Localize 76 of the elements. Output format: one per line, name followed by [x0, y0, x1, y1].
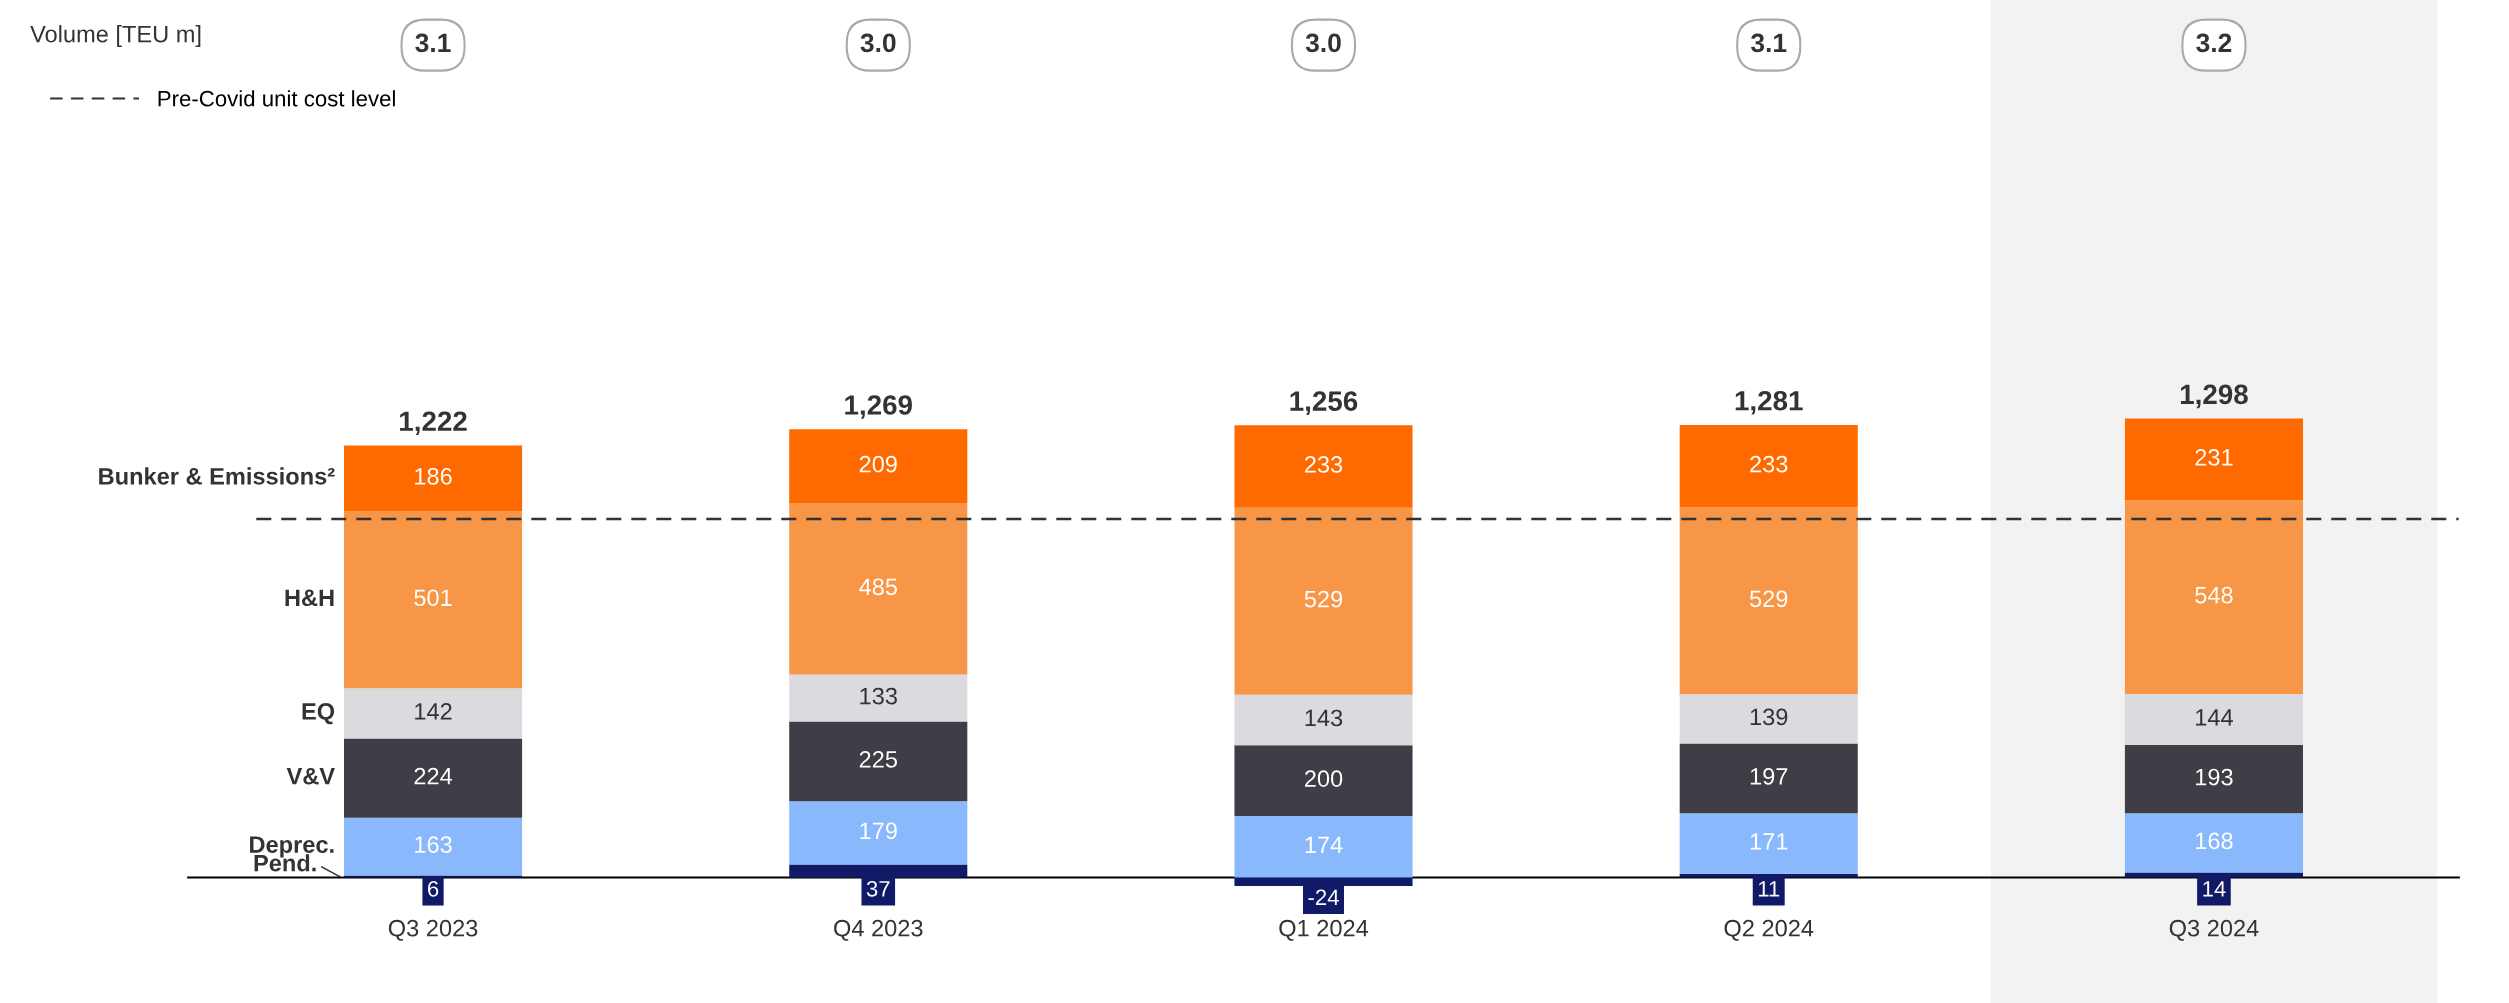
data-label: 231: [2195, 449, 2233, 466]
series-label: H&H: [285, 589, 334, 607]
data-label: 37: [866, 880, 890, 897]
bar: [789, 801, 968, 865]
bar: [2124, 694, 2303, 745]
bar: [1234, 816, 1413, 878]
data-label: 501: [414, 589, 452, 607]
data-label: 133: [860, 687, 897, 705]
total-label: 1,298: [2180, 384, 2248, 409]
data-label: 485: [859, 578, 897, 596]
total-label: 1,222: [400, 411, 467, 436]
data-label: 142: [415, 703, 452, 720]
legend-label: Pre-Covid unit cost level: [158, 90, 395, 107]
x-tick-label: Q4 2023: [834, 919, 923, 941]
data-label: 139: [1750, 708, 1788, 726]
data-label: 233: [1750, 455, 1788, 473]
data-label: 163: [415, 836, 452, 853]
bar: [789, 429, 968, 504]
bar: [344, 688, 523, 739]
data-label: 529: [1304, 590, 1343, 608]
total-label: 1,269: [845, 395, 912, 419]
data-label: 209: [859, 455, 897, 473]
bar: [1679, 813, 1858, 874]
bar: [2124, 418, 2303, 501]
data-label: 179: [860, 822, 897, 840]
data-label: 197: [1750, 767, 1788, 785]
data-label: 233: [1304, 456, 1343, 473]
x-tick-label: Q1 2024: [1279, 919, 1369, 941]
bar: [344, 738, 523, 818]
total-label: 1,256: [1290, 391, 1358, 415]
data-label: 168: [2196, 832, 2233, 850]
bar: [789, 503, 968, 675]
bar: [1679, 743, 1858, 814]
data-label: 14: [2203, 881, 2226, 897]
text: 3.0: [860, 33, 896, 53]
x-tick-label: Q3 2023: [388, 919, 478, 941]
series-label: V&V: [286, 767, 335, 785]
data-label: 171: [1750, 833, 1788, 850]
series-label: EQ: [302, 703, 335, 725]
bar: [1679, 424, 1858, 508]
x-tick-label: Q2 2024: [1724, 919, 1814, 941]
data-label: 548: [2195, 586, 2233, 604]
bar: [1234, 694, 1413, 746]
bar: [789, 721, 968, 802]
data-label: 11: [1758, 881, 1780, 897]
x-tick-label: Q3 2024: [2169, 919, 2259, 941]
bar: [344, 817, 523, 876]
data-label: 143: [1305, 709, 1343, 727]
data-label: 193: [2196, 768, 2233, 786]
bar: [2124, 813, 2303, 873]
text: 3.1: [415, 33, 451, 53]
data-label: -24: [1308, 889, 1339, 905]
data-label: 529: [1749, 590, 1788, 608]
total-label: 1,281: [1735, 390, 1803, 415]
bar: [1234, 745, 1413, 817]
bar: [1679, 694, 1858, 744]
bar: [2124, 744, 2303, 814]
data-label: 144: [2196, 709, 2233, 726]
bar: [344, 511, 523, 689]
bar: [789, 674, 968, 722]
text: 3.1: [1750, 33, 1787, 53]
data-label: 174: [1305, 836, 1343, 853]
data-label: 186: [415, 467, 452, 485]
text: 3.0: [1305, 33, 1341, 53]
data-label: 6: [428, 880, 439, 897]
text: 3.2: [2196, 33, 2232, 53]
data-label: 200: [1304, 770, 1343, 787]
bar: [1234, 507, 1413, 695]
data-label: 225: [859, 751, 897, 768]
series-label: Bunker & Emissions²: [99, 467, 335, 485]
bar: [1679, 507, 1858, 695]
bar: [344, 445, 523, 512]
bar: [1234, 425, 1413, 508]
data-label: 224: [414, 767, 453, 785]
text: Volume [TEU m]: [30, 25, 201, 48]
bar: [2124, 500, 2303, 695]
